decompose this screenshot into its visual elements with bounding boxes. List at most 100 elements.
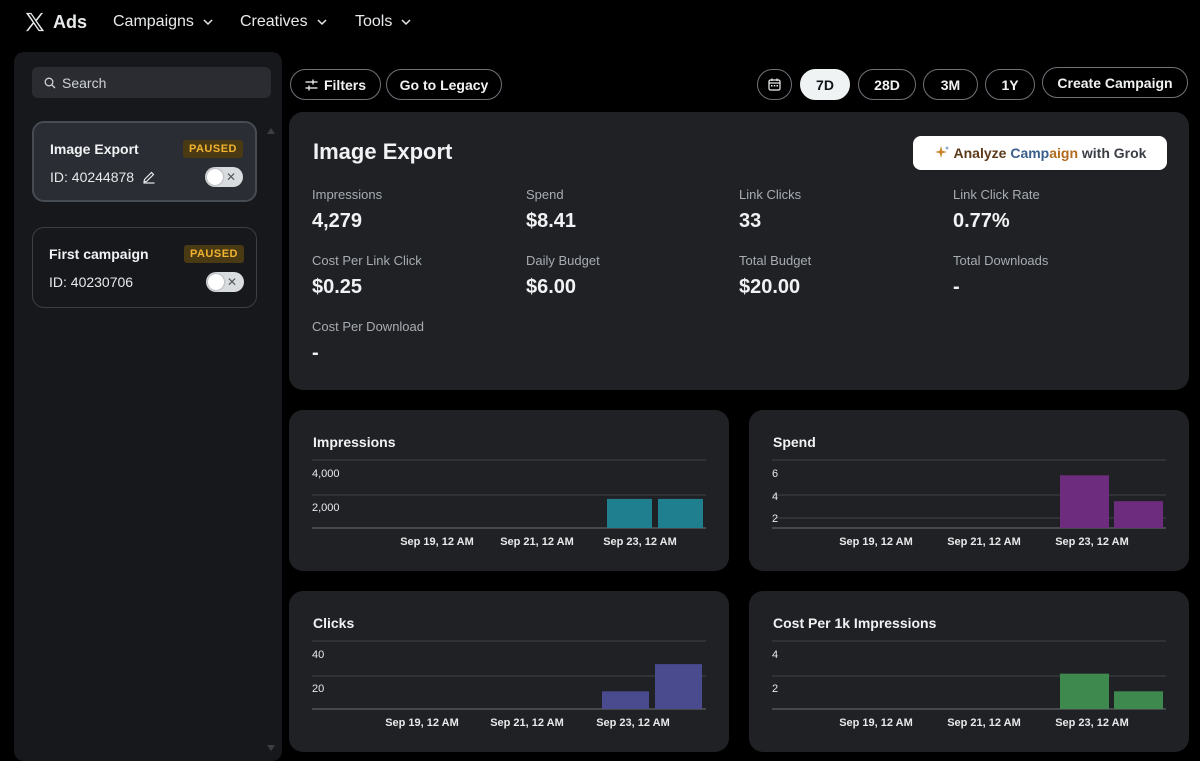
bar[interactable] [1114,691,1163,709]
spend-chart: 6 4 2 Sep 19, 12 AM Sep 21, 12 AM Sep 23, 12 … [772,459,1166,548]
metric-value-cost-per-download: - [312,342,319,364]
metric-label-total-budget: Total Budget [739,253,812,268]
campaign-item-first-campaign[interactable]: First campaign PAUSED ID: 40230706 ✕ [32,227,257,308]
campaign-title: Image Export [313,139,453,164]
metric-label-impressions: Impressions [312,187,383,202]
x-tick-label: Sep 19, 12 AM [839,536,913,548]
grok-label-part3: aign [1049,145,1079,161]
y-tick-label: 4 [772,491,778,503]
chevron-down-icon [203,19,213,26]
range-3m-button[interactable]: 3M [923,69,978,100]
go-to-legacy-button[interactable]: Go to Legacy [386,69,502,100]
bar[interactable] [602,691,649,709]
campaign-id: ID: 40244878 [50,169,135,185]
bar[interactable] [655,664,702,709]
campaign-id-row: ID: 40244878 [50,169,156,185]
chevron-down-icon [401,19,411,26]
y-tick-label: 40 [312,649,324,661]
campaign-toggle[interactable]: ✕ [206,272,244,292]
filters-sliders-icon [305,79,318,90]
y-tick-label: 2 [772,513,778,525]
x-tick-label: Sep 21, 12 AM [500,536,574,548]
bar[interactable] [1060,673,1109,709]
metric-value-total-budget: $20.00 [739,276,801,298]
range-7d-button[interactable]: 7D [800,69,850,100]
x-tick-label: Sep 23, 12 AM [596,717,670,729]
chart-title: Spend [773,434,816,450]
campaign-toggle[interactable]: ✕ [205,167,243,187]
sparkle-icon [934,146,949,158]
impressions-chart-card: Impressions 4,000 2,000 Sep 19, 12 AM Sep 2… [289,410,729,571]
filters-button[interactable]: Filters [290,69,381,100]
y-tick-label: 6 [772,468,778,480]
y-tick-label: 2 [772,683,778,695]
x-tick-label: Sep 19, 12 AM [839,717,913,729]
status-badge: PAUSED [182,140,243,158]
status-badge: PAUSED [183,245,244,263]
metric-label-link-clicks: Link Clicks [739,187,802,202]
campaign-id: ID: 40230706 [49,274,134,290]
x-tick-label: Sep 21, 12 AM [490,717,564,729]
metric-value-link-click-rate: 0.77% [953,210,1010,232]
impressions-chart: 4,000 2,000 Sep 19, 12 AM Sep 21, 12 AM Sep … [312,459,706,548]
calendar-button[interactable] [757,69,792,100]
edit-pencil-icon[interactable] [142,170,156,184]
x-tick-label: Sep 21, 12 AM [947,717,1021,729]
clicks-chart: 40 20 Sep 19, 12 AM Sep 21, 12 AM Sep 23, 12… [312,640,706,729]
calendar-icon [768,78,781,91]
search-placeholder: Search [62,74,107,91]
x-tick-label: Sep 19, 12 AM [400,536,474,548]
x-tick-label: Sep 21, 12 AM [947,536,1021,548]
nav-tools-label: Tools [355,13,393,30]
metric-label-total-downloads: Total Downloads [953,253,1049,268]
campaign-id-row: ID: 40230706 [49,274,133,290]
nav-campaigns-label: Campaigns [113,13,194,30]
nav-campaigns[interactable]: Campaigns [113,13,214,31]
scroll-down-arrow-icon[interactable] [267,745,275,751]
metric-value-daily-budget: $6.00 [526,276,577,298]
y-tick-label: 4,000 [312,468,340,480]
close-icon: ✕ [225,170,236,184]
search-input[interactable]: Search [32,67,271,98]
clicks-chart-card: Clicks 40 20 Sep 19, 12 AM Sep 21, 12 AM Sep… [289,591,729,752]
cpm-chart-card: Cost Per 1k Impressions 4 2 Sep 19, 12 AM S… [749,591,1189,752]
metric-label-cost-per-link-click: Cost Per Link Click [312,253,422,268]
range-1y-button[interactable]: 1Y [985,69,1035,100]
x-tick-label: Sep 23, 12 AM [1055,536,1129,548]
campaign-summary-card: Image Export Analyze Campaign with Grok … [289,112,1189,390]
x-tick-label: Sep 23, 12 AM [603,536,677,548]
create-campaign-button[interactable]: Create Campaign [1042,67,1188,98]
grok-label: Analyze Campaign with Grok [954,145,1147,161]
bar[interactable] [1114,501,1163,528]
bar[interactable] [1060,475,1109,528]
campaign-name: First campaign [49,246,149,262]
metric-value-total-downloads: - [953,276,960,298]
nav-tools[interactable]: Tools [355,13,412,31]
grok-label-part2: Camp [1010,145,1050,161]
metric-label-cost-per-download: Cost Per Download [312,319,424,334]
analyze-with-grok-button[interactable]: Analyze Campaign with Grok [913,136,1167,170]
close-icon: ✕ [226,275,237,289]
spend-chart-card: Spend 6 4 2 Sep 19, 12 AM Sep 21, 12 AM Sep 2… [749,410,1189,571]
bar[interactable] [607,498,652,528]
filters-label: Filters [323,76,366,93]
campaign-item-image-export[interactable]: Image Export PAUSED ID: 40244878 ✕ [32,121,257,202]
chart-title: Cost Per 1k Impressions [773,615,937,631]
toggle-knob [208,274,224,290]
metric-value-cost-per-link-click: $0.25 [312,276,363,298]
nav-creatives[interactable]: Creatives [240,13,328,31]
metric-label-daily-budget: Daily Budget [526,253,600,268]
top-bar: Ads Campaigns Creatives Tools [0,0,1200,46]
metric-label-link-click-rate: Link Click Rate [953,187,1040,202]
x-logo-icon[interactable] [24,11,46,33]
campaign-name: Image Export [50,141,139,157]
x-tick-label: Sep 19, 12 AM [385,717,459,729]
chevron-down-icon [317,19,327,26]
chart-title: Clicks [313,615,355,631]
toggle-knob [207,169,223,185]
bar[interactable] [658,498,703,528]
range-28d-button[interactable]: 28D [858,69,916,100]
search-icon [44,77,56,88]
scroll-up-arrow-icon[interactable] [267,128,275,134]
y-tick-label: 20 [312,683,324,695]
